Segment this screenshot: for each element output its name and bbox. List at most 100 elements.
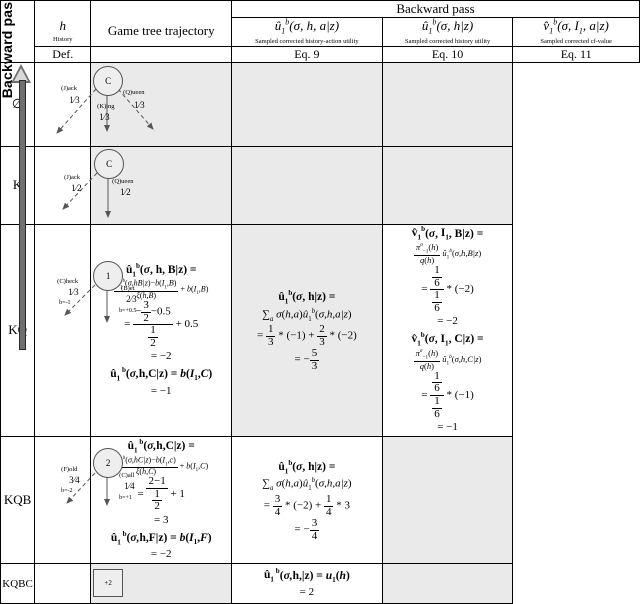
header-formula-3-expr: v̂1b(σ, I1, a|z) (543, 18, 609, 36)
table-row: KQ 1 (C)heck 1⁄3 b=-1 (B)et 2⁄3 b=+0.5 (0, 223, 640, 438)
header-h-top (34, 0, 92, 18)
table-row: K C (J)ack 1⁄2 (Q)ueen 1⁄2 (0, 145, 640, 225)
edge-label-queen-k: (Q)ueen (112, 177, 134, 185)
header-row-cols: h History Game tree trajectory û1b(σ, h,… (1, 17, 640, 47)
kqbc-f2-line2: = 2 (299, 586, 315, 599)
edge-label-jack-k: (J)ack (64, 173, 81, 181)
edge-label-bet: (B)et (121, 284, 135, 292)
edge-label-fold: (F)old (61, 466, 78, 474)
cell-kq-f3: v̂1b(σ, I1, B|z) = πσ−1(h) q(h) û1b(σ,h,B… (381, 223, 514, 438)
edge-prob-queen: 1⁄3 (134, 99, 145, 110)
table-row: KQBC +2 û1 b(σ,h,|z) = u1(h) = 2 (0, 563, 640, 604)
header-formula-1-expr: û1b(σ, h, a|z) (274, 18, 340, 36)
history-kqb: KQB (0, 436, 36, 565)
cell-k-f3 (381, 145, 514, 225)
kq-f1-line4: = −2 (150, 350, 172, 363)
tree-graphic-k: C (J)ack 1⁄2 (Q)ueen 1⁄2 (35, 147, 133, 224)
cell-kqbc-f2: û1 b(σ,h,|z) = u1(h) = 2 (231, 563, 383, 604)
cell-kqbc-f3 (381, 563, 514, 604)
kqb-f1-line1: û1 b(σ,h,C|z) = (127, 438, 195, 455)
kq-f3-line2: πσ−1(h) q(h) û1b(σ,h,B|z) (413, 242, 482, 266)
kqb-f2-line4: = −3 4 (294, 517, 320, 542)
tree-edges (56, 88, 154, 134)
kq-f1-line6: = −1 (150, 384, 172, 397)
edge-baseline-fold: b=-2 (61, 488, 73, 495)
cell-kq-f1: û1b(σ, h, B|z) = û1b(σ,hB|z)−b(I1,B)ξ(h,… (90, 223, 233, 438)
edge-prob-king: 1⁄3 (99, 111, 110, 122)
header-formula-1: û1b(σ, h, a|z) Sampled corrected history… (231, 17, 383, 47)
edge-prob-queen-k: 1⁄2 (120, 186, 131, 197)
cell-empty-f2 (231, 61, 383, 147)
tree-graphic-kqbc: +2 (35, 564, 124, 603)
kqb-f2-line2: ∑a σ(h,a)û1b(σ,h,a|z) (262, 477, 352, 493)
header-tree-top (90, 0, 233, 18)
kqb-f1-line6: = −2 (150, 548, 172, 561)
cell-empty-f3 (381, 61, 514, 147)
edge-label-king: (K)ing (97, 102, 115, 110)
history-k: K (0, 145, 36, 225)
table-row: KQB 2 (F)old 3⁄4 b=-2 (C)all 1⁄4 b=+1 (0, 436, 640, 565)
player-node-1: 1 (93, 260, 124, 291)
edge-label-queen: (Q)ueen (123, 88, 145, 96)
kq-f1-line3: = −3 2 −0.5 1 2 + 0.5 (124, 299, 199, 349)
edge-prob-call: 1⁄4 (124, 481, 135, 492)
cell-k-f2 (231, 145, 383, 225)
tree-cell-kqbc: +2 (34, 563, 124, 604)
terminal-node: +2 (93, 569, 124, 598)
edge-baseline-call: b=+1 (119, 495, 132, 502)
header-h: h History (34, 17, 92, 47)
tree-edges-k (62, 172, 112, 218)
tree-edges-kq (64, 284, 111, 323)
history-kqbc: KQBC (0, 563, 36, 604)
kqbc-f2-line1: û1 b(σ,h,|z) = u1(h) (264, 567, 350, 584)
edge-prob-bet: 2⁄3 (126, 293, 137, 304)
header-backward-pass: Backward pass (231, 0, 640, 18)
edge-prob-jack-k: 1⁄2 (71, 182, 82, 193)
kq-f3-line1: v̂1b(σ, I1, B|z) = (411, 225, 484, 242)
kq-f3-line5: v̂1b(σ, I1, C|z) = (411, 331, 484, 348)
header-formula-2: û1b(σ, h|z) Sampled corrected history ut… (381, 17, 514, 47)
edge-baseline-check: b=-1 (59, 299, 71, 306)
def-tree-empty (90, 45, 233, 63)
backward-pass-label: Backward pass (0, 0, 15, 99)
kqb-f2-line1: û1b(σ, h|z) = (278, 459, 336, 476)
edge-prob-fold: 3⁄4 (69, 475, 80, 486)
tree-graphic-kq: 1 (C)heck 1⁄3 b=-1 (B)et 2⁄3 b=+0.5 (35, 225, 137, 436)
edge-prob-jack: 1⁄3 (69, 94, 80, 105)
chance-node-root: C (93, 65, 124, 96)
tree-cell-kq: 1 (C)heck 1⁄3 b=-1 (B)et 2⁄3 b=+0.5 (34, 223, 137, 438)
chance-node-k: C (94, 148, 125, 179)
tree-graphic-root: C (J)ack 1⁄3 (K)ing 1⁄3 (Q)ueen 1⁄3 (35, 63, 154, 146)
arrow-graphic: Backward pass (0, 0, 34, 98)
kq-f1-line2: û1b(σ,hB|z)−b(I1,B)ξ(h,B) + b(I1,B) (91, 279, 231, 300)
history-kq: KQ (0, 223, 36, 438)
edge-label-jack: (J)ack (61, 84, 78, 92)
edge-prob-check: 1⁄3 (68, 286, 79, 297)
kq-f3-line6: πσ−1(h) q(h) û1b(σ,h,C|z) (413, 347, 482, 372)
kq-f1-line5: û1 b(σ,h,C|z) = b(I1,C) (110, 366, 213, 383)
tree-cell-k: C (J)ack 1⁄2 (Q)ueen 1⁄2 (34, 145, 133, 225)
def-eq-11: Eq. 11 (512, 45, 640, 63)
kq-f3-line4: = −2 (437, 315, 458, 328)
table-row: ∅ C (J (0, 61, 640, 147)
backward-pass-arrow-cell: Backward pass (0, 0, 36, 98)
def-eq-10: Eq. 10 (381, 45, 514, 63)
def-label: Def. (34, 45, 92, 63)
cell-kqb-f3 (381, 436, 514, 565)
edge-label-call: (C)all (119, 472, 135, 480)
kq-f2-line2: ∑a σ(h,a)û1b(σ,h,a|z) (262, 307, 352, 323)
kq-f1-line1: û1b(σ, h, B|z) = (125, 261, 197, 279)
kq-f2-line4: = −5 3 (294, 347, 320, 372)
tree-cell-empty: C (J)ack 1⁄3 (K)ing 1⁄3 (Q)ueen 1⁄3 (34, 61, 154, 147)
header-formula-1-sub: Sampled corrected history-action utility (255, 38, 359, 46)
tree-graphic-kqb: 2 (F)old 3⁄4 b=-2 (C)all 1⁄4 b=+1 (35, 437, 135, 563)
edge-baseline-bet: b=+0.5 (119, 307, 137, 314)
definition-row: Def. Eq. 9 Eq. 10 Eq. 11 (1, 45, 640, 63)
